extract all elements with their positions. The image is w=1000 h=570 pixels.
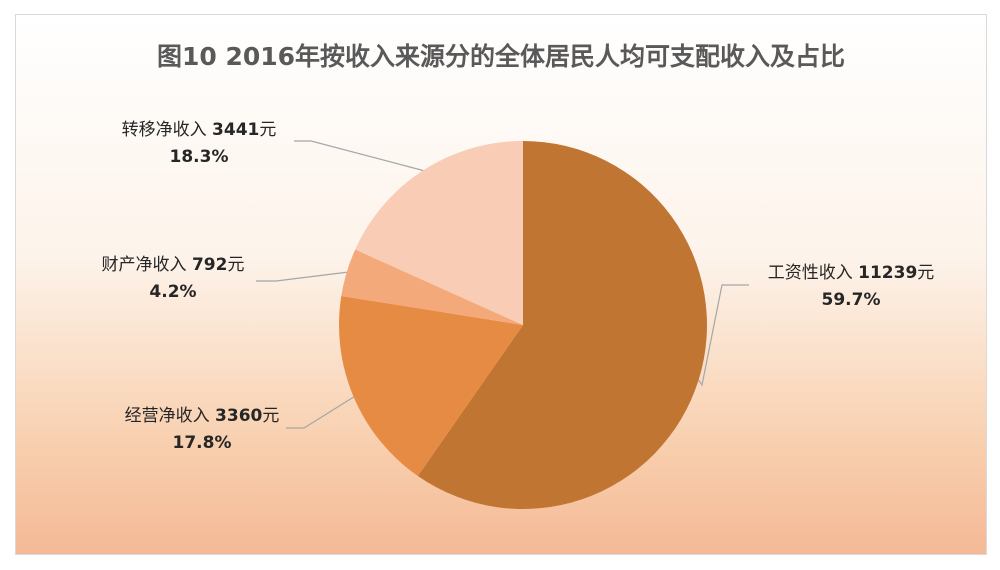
leader-line <box>256 271 347 282</box>
slice-percent-label: 59.7% <box>822 290 881 310</box>
slice-percent-label: 17.8% <box>173 433 232 453</box>
leader-line <box>698 284 749 387</box>
leader-line <box>294 140 424 172</box>
pie-chart: 工资性收入 11239元 59.7% 经营净收入 3360元 17.8% 财产净收入 7… <box>102 120 935 510</box>
chart-title: 图10 2016年按收入来源分的全体居民人均可支配收入及占比 <box>156 42 846 71</box>
pie-slice <box>338 295 523 477</box>
pie-slice <box>417 141 707 510</box>
chart-area: 图10 2016年按收入来源分的全体居民人均可支配收入及占比 工资性收入 112… <box>15 14 987 555</box>
leader-line <box>286 396 354 429</box>
slice-label: 财产净收入 792元 <box>102 255 245 275</box>
slice-percent-label: 4.2% <box>149 282 196 302</box>
slice-label: 工资性收入 11239元 <box>768 263 935 283</box>
pie-slice <box>341 249 523 325</box>
slice-percent-label: 18.3% <box>170 147 229 167</box>
slice-label: 转移净收入 3441元 <box>122 120 277 140</box>
pie-slice <box>355 141 523 325</box>
slice-label: 经营净收入 3360元 <box>125 406 280 426</box>
